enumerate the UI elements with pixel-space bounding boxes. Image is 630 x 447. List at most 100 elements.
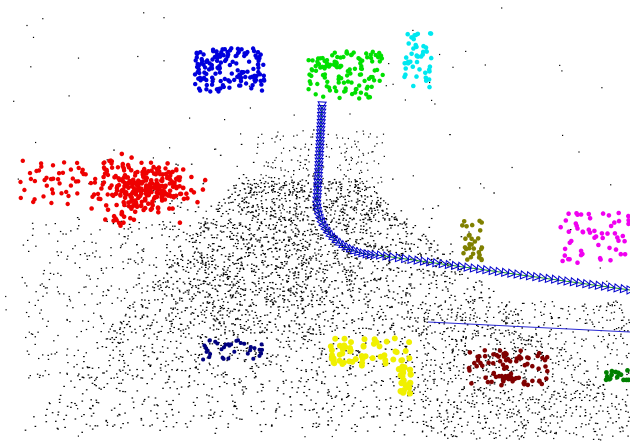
- ground-point: [358, 267, 361, 269]
- ground-point: [289, 271, 291, 273]
- ground-point: [272, 224, 275, 226]
- ground-point: [422, 406, 425, 408]
- ground-point: [209, 364, 211, 366]
- ground-point: [272, 256, 275, 258]
- ground-point: [245, 359, 247, 361]
- ground-point: [147, 363, 150, 365]
- ground-point: [192, 401, 195, 403]
- ground-point: [361, 317, 364, 319]
- ground-point: [148, 264, 151, 266]
- ground-point: [338, 262, 340, 264]
- ground-point: [228, 259, 231, 261]
- ground-point: [512, 339, 515, 341]
- ground-point: [284, 232, 287, 234]
- ground-point: [180, 386, 183, 388]
- ground-point: [342, 178, 344, 180]
- ground-point: [413, 243, 415, 246]
- ground-point: [214, 264, 217, 266]
- ground-point: [557, 392, 559, 394]
- ground-point: [288, 212, 291, 214]
- ground-point: [309, 326, 312, 328]
- ground-point: [625, 389, 628, 391]
- ground-point: [239, 206, 241, 208]
- ground-point: [113, 424, 116, 426]
- ground-point: [523, 419, 525, 421]
- ground-point: [332, 182, 334, 184]
- ground-point: [311, 296, 314, 298]
- ground-point: [220, 225, 222, 227]
- ground-point: [314, 344, 316, 346]
- ground-point: [507, 397, 510, 399]
- ground-point: [455, 377, 457, 379]
- ground-point: [405, 243, 407, 245]
- ground-point: [324, 187, 326, 190]
- ground-point: [313, 207, 315, 209]
- ground-point: [463, 387, 465, 389]
- ground-point: [376, 206, 378, 208]
- ground-point: [359, 178, 361, 180]
- ground-point: [615, 300, 617, 302]
- ground-point: [327, 133, 329, 135]
- ground-point: [458, 395, 461, 397]
- ground-point: [283, 216, 286, 219]
- ground-point: [243, 183, 245, 185]
- ground-point: [352, 299, 355, 301]
- ground-point: [598, 438, 600, 440]
- ground-point: [301, 286, 303, 288]
- ground-point: [196, 248, 198, 250]
- ground-point: [301, 191, 304, 193]
- ground-point: [295, 187, 298, 190]
- ground-point: [337, 186, 339, 188]
- ground-point: [461, 350, 464, 352]
- ground-point: [197, 383, 199, 386]
- ground-point: [241, 263, 243, 265]
- ground-point: [264, 186, 266, 188]
- ground-point: [442, 352, 444, 354]
- ground-point: [580, 426, 582, 428]
- ground-point: [129, 305, 131, 307]
- ground-point: [349, 217, 352, 219]
- ground-point: [297, 244, 300, 246]
- ground-point: [426, 380, 429, 382]
- ground-point: [310, 191, 313, 193]
- ground-point: [278, 188, 281, 190]
- ground-point: [119, 327, 122, 329]
- ground-point: [489, 389, 491, 391]
- ground-point: [328, 231, 330, 233]
- ground-point: [274, 159, 276, 161]
- ground-point: [295, 194, 297, 196]
- ground-point: [296, 288, 298, 290]
- ground-point: [79, 254, 82, 256]
- ground-point: [440, 371, 442, 373]
- ground-point: [279, 288, 281, 290]
- ground-point: [626, 344, 628, 346]
- ground-point: [119, 342, 122, 344]
- ground-point: [176, 368, 179, 370]
- ground-point: [89, 425, 91, 427]
- ground-point: [324, 208, 327, 211]
- ground-point: [254, 271, 257, 273]
- ground-point: [415, 330, 417, 332]
- ground-point: [371, 370, 373, 372]
- ground-point: [362, 182, 365, 185]
- ground-point: [310, 259, 312, 261]
- ground-point: [96, 342, 98, 344]
- ground-point: [332, 262, 335, 265]
- ground-point: [390, 225, 393, 227]
- ground-point: [303, 214, 305, 216]
- ground-point: [214, 223, 216, 226]
- ground-point: [276, 135, 278, 137]
- ground-point: [253, 192, 255, 194]
- ground-point: [304, 339, 306, 341]
- ground-point: [581, 345, 583, 347]
- ground-point: [66, 348, 69, 350]
- ground-point: [248, 202, 250, 204]
- ground-point: [259, 239, 261, 241]
- ground-point: [132, 401, 135, 403]
- ground-point: [286, 281, 288, 283]
- ground-point: [552, 368, 554, 370]
- ground-point: [220, 239, 222, 241]
- ground-point: [378, 408, 381, 410]
- ground-point: [194, 353, 197, 355]
- ground-point: [201, 313, 203, 316]
